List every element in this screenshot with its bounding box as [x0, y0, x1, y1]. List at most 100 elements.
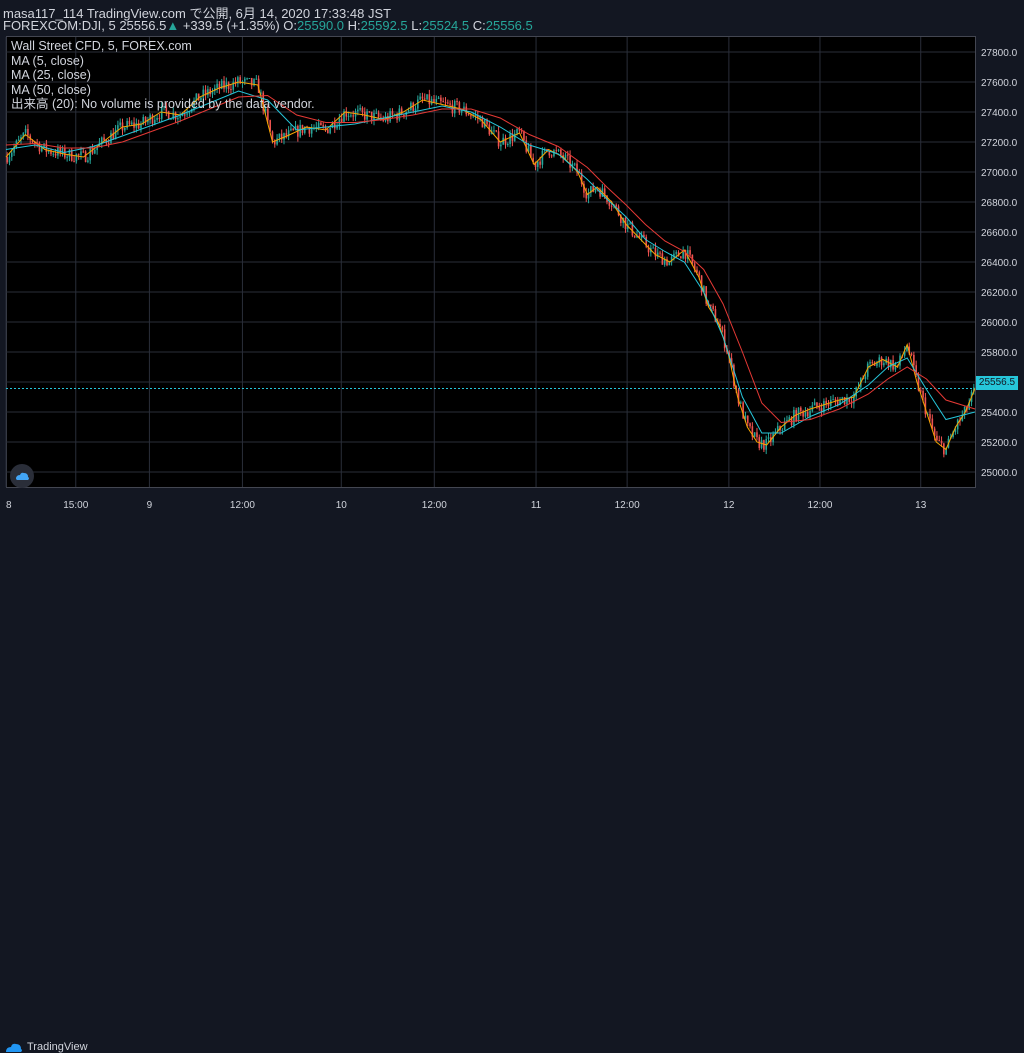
legend-ma25[interactable]: MA (25, close)	[11, 68, 91, 82]
candle-down	[218, 83, 221, 89]
candle-down	[643, 234, 645, 237]
candle-down	[913, 354, 915, 366]
candle-down	[684, 249, 687, 259]
candle-down	[910, 353, 913, 355]
candle-up	[186, 113, 188, 115]
candle-up	[474, 114, 477, 116]
x-tick-label: 15:00	[63, 500, 88, 511]
symbol-label: FOREXCOM:DJI, 5	[3, 18, 116, 33]
candle-down	[340, 118, 343, 122]
candle-down	[943, 443, 945, 455]
y-tick-label: 27800.0	[981, 48, 1018, 59]
candle-down	[763, 440, 765, 450]
candle-down	[742, 402, 744, 419]
candle-down	[345, 111, 348, 117]
legend-ma50[interactable]: MA (50, close)	[11, 82, 91, 97]
candle-down	[495, 130, 498, 132]
candle-up	[536, 161, 539, 167]
last-price: 25556.5	[119, 18, 167, 33]
legend-volume[interactable]: 出来高 (20): No volume is provided by the d…	[11, 97, 315, 111]
candle-up	[22, 132, 25, 138]
candle-up	[20, 137, 22, 140]
candle-up	[80, 151, 82, 155]
candle-down	[795, 409, 798, 422]
candle-down	[421, 96, 424, 99]
candle-up	[463, 106, 465, 111]
candle-up	[202, 89, 205, 98]
candle-up	[154, 119, 156, 124]
candle-down	[250, 77, 253, 86]
candle-down	[938, 440, 941, 442]
candle-down	[710, 304, 712, 306]
candle-up	[68, 149, 71, 157]
low-label: L:	[411, 18, 423, 33]
candle-down	[361, 107, 364, 112]
y-tick-label: 26600.0	[981, 228, 1018, 239]
candle-down	[77, 154, 80, 156]
candle-up	[740, 402, 742, 404]
low-value: 25524.5	[422, 18, 470, 33]
candle-down	[320, 122, 322, 126]
candle-down	[322, 125, 325, 127]
ma5-line	[5, 81, 976, 451]
candle-up	[509, 133, 511, 145]
x-tick-label: 12	[723, 500, 735, 511]
candle-down	[887, 358, 890, 368]
candle-up	[963, 406, 966, 415]
candle-down	[603, 188, 606, 196]
candle-down	[940, 440, 943, 444]
candle-down	[511, 133, 514, 141]
candle-down	[756, 432, 758, 438]
candle-down	[550, 155, 553, 157]
x-tick-label: 8	[6, 500, 12, 511]
candle-up	[216, 83, 218, 88]
candle-down	[933, 428, 936, 436]
candle-up	[130, 122, 133, 125]
candle-down	[836, 400, 839, 406]
candle-up	[142, 116, 145, 125]
candle-up	[760, 440, 763, 448]
candle-up	[864, 376, 867, 380]
candle-down	[716, 321, 719, 325]
tradingview-cloud-icon	[6, 1043, 22, 1052]
candle-down	[820, 408, 823, 413]
candle-down	[749, 423, 751, 427]
candle-down	[449, 103, 451, 105]
candle-down	[827, 403, 830, 406]
candle-down	[465, 106, 468, 115]
candle-up	[117, 125, 119, 130]
candle-up	[147, 119, 149, 123]
candle-down	[440, 97, 442, 102]
candle-up	[823, 401, 825, 413]
chart-canvas[interactable]: 25000.025200.025400.025600.025800.026000…	[0, 0, 1024, 518]
candle-down	[128, 121, 131, 125]
publish-info: masa117_114 TradingView.com で公開, 6月 14, …	[3, 6, 392, 21]
candle-up	[945, 447, 947, 455]
candle-up	[124, 127, 126, 131]
candle-down	[800, 407, 802, 411]
candle-down	[818, 406, 821, 409]
candle-up	[590, 186, 592, 193]
candle-up	[417, 99, 419, 109]
candle-up	[663, 259, 666, 265]
candle-down	[719, 324, 721, 327]
candle-down	[645, 236, 648, 247]
candle-down	[539, 161, 541, 165]
legend-ma5[interactable]: MA (5, close)	[11, 53, 84, 68]
candle-down	[377, 112, 380, 118]
candle-up	[516, 128, 518, 134]
candle-up	[479, 117, 481, 119]
candle-down	[569, 155, 571, 168]
candle-up	[772, 433, 774, 443]
tradingview-logo[interactable]: TradingView	[4, 1041, 88, 1053]
candle-down	[403, 114, 405, 117]
candle-up	[502, 137, 504, 145]
candle-up	[347, 115, 350, 117]
candle-up	[668, 261, 671, 266]
candle-down	[525, 140, 528, 152]
candle-up	[140, 124, 142, 129]
candle-up	[10, 152, 13, 157]
legend-title[interactable]: Wall Street CFD, 5, FOREX.com	[11, 39, 192, 53]
tradingview-badge-icon[interactable]	[10, 464, 34, 488]
candle-up	[276, 138, 278, 145]
